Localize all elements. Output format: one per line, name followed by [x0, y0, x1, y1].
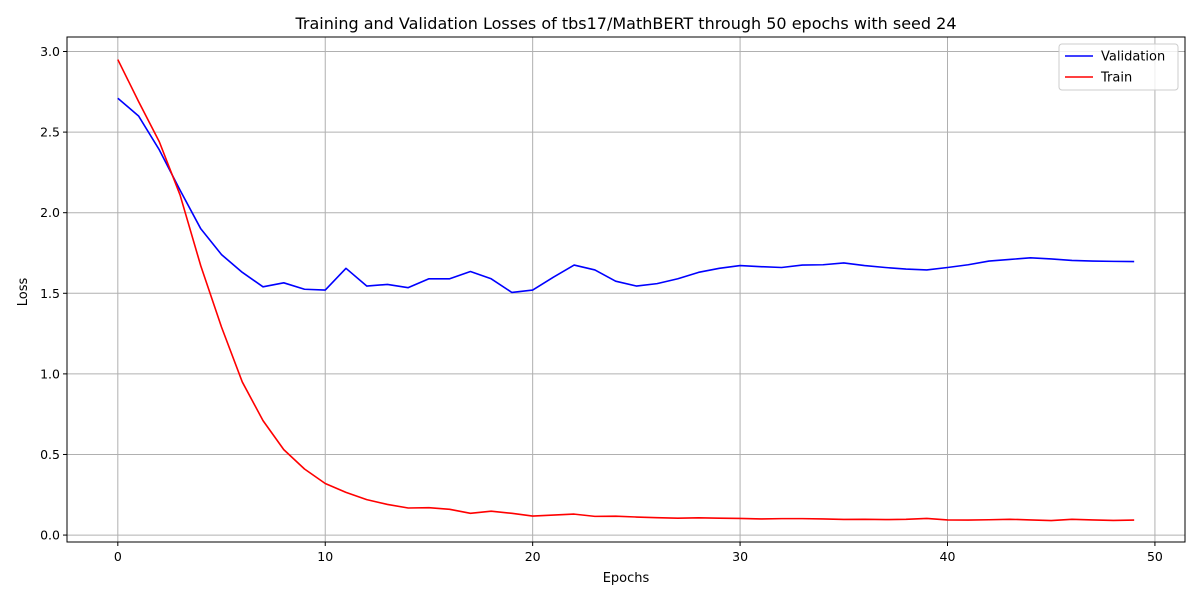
x-tick-label: 0	[114, 549, 122, 564]
x-axis-label: Epochs	[603, 571, 650, 586]
x-tick-label: 30	[732, 549, 748, 564]
y-tick-label: 3.0	[40, 44, 60, 59]
y-tick-label: 1.0	[40, 366, 60, 381]
legend-label-validation: Validation	[1101, 50, 1165, 65]
y-axis-label: Loss	[16, 278, 31, 307]
chart-title: Training and Validation Losses of tbs17/…	[294, 14, 956, 33]
plot-frame	[66, 36, 1186, 543]
y-tick-label: 0.5	[40, 447, 60, 462]
series-line-train	[117, 59, 1135, 522]
x-tick-label: 10	[317, 549, 333, 564]
y-tick-label: 1.5	[40, 286, 60, 301]
grid	[67, 37, 1185, 542]
y-tick-label: 2.5	[40, 125, 60, 140]
legend: Validation Train	[1058, 43, 1179, 91]
x-tick-label: 40	[940, 549, 956, 564]
series-line-validation	[117, 97, 1135, 294]
y-tick-label: 0.0	[40, 528, 60, 543]
x-tick-label: 20	[525, 549, 541, 564]
y-tick-label: 2.0	[40, 205, 60, 220]
series-layer	[117, 59, 1135, 522]
x-axis: 0 10 20 30 40 50	[114, 542, 1163, 564]
legend-label-train: Train	[1100, 71, 1132, 86]
x-tick-label: 50	[1147, 549, 1163, 564]
y-axis: 0.0 0.5 1.0 1.5 2.0 2.5 3.0	[40, 44, 67, 543]
